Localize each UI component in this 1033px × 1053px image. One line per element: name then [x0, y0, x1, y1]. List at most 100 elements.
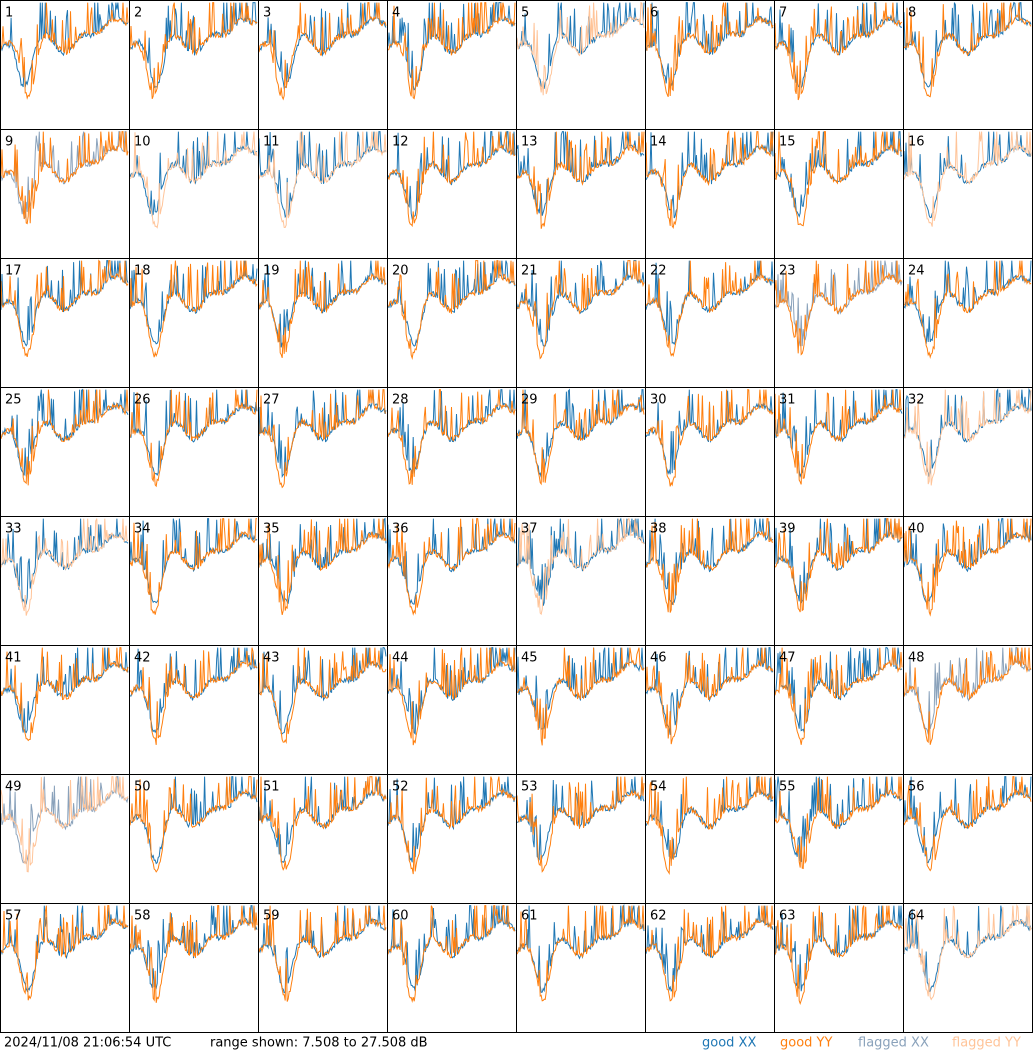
yy-spectrum: [516, 776, 645, 873]
yy-spectrum: [774, 905, 903, 1006]
yy-spectrum: [645, 518, 774, 613]
panel: 40: [903, 516, 1033, 646]
panel-label: 50: [134, 780, 151, 795]
panel: 4: [387, 0, 517, 130]
panel: 22: [645, 258, 775, 388]
panel: 43: [258, 645, 388, 775]
panel: 55: [774, 774, 904, 904]
panel: 47: [774, 645, 904, 775]
yy-spectrum: [0, 259, 129, 358]
panel: 5: [516, 0, 646, 130]
yy-spectrum: [0, 518, 129, 616]
yy-spectrum: [387, 389, 516, 485]
panel-label: 18: [134, 264, 151, 279]
panel-label: 30: [650, 393, 667, 408]
panel-label: 55: [779, 780, 796, 795]
yy-spectrum: [129, 647, 258, 745]
yy-spectrum: [258, 389, 387, 489]
yy-spectrum: [129, 260, 258, 358]
xx-spectrum: [903, 518, 1032, 603]
yy-spectrum: [0, 131, 129, 225]
yy-spectrum: [903, 389, 1032, 486]
xx-spectrum: [516, 260, 645, 348]
panel: 57: [0, 903, 130, 1033]
xx-spectrum: [774, 2, 902, 90]
panel-label: 13: [521, 135, 538, 150]
xx-spectrum: [129, 2, 258, 89]
panel: 24: [903, 258, 1033, 388]
yy-spectrum: [0, 905, 129, 1001]
xx-spectrum: [516, 131, 645, 216]
yy-spectrum: [0, 776, 129, 873]
panel-label: 26: [134, 393, 151, 408]
panel-label: 57: [5, 909, 22, 924]
yy-spectrum: [645, 129, 774, 229]
panel: 26: [129, 387, 259, 517]
panel-label: 21: [521, 264, 538, 279]
panel-label: 41: [5, 651, 22, 666]
panel: 30: [645, 387, 775, 517]
panel-label: 8: [908, 6, 916, 21]
panel: 18: [129, 258, 259, 388]
panel: 32: [903, 387, 1033, 517]
yy-spectrum: [774, 260, 903, 356]
panel-border: [903, 0, 1033, 130]
yy-spectrum: [645, 388, 774, 487]
xx-spectrum: [258, 2, 387, 90]
panel-label: 31: [779, 393, 796, 408]
panel-label: 19: [263, 264, 280, 279]
panel: 42: [129, 645, 259, 775]
panel-label: 7: [779, 6, 787, 21]
panel-label: 22: [650, 264, 667, 279]
panel: 34: [129, 516, 259, 646]
panel-label: 43: [263, 651, 280, 666]
xx-spectrum: [645, 905, 774, 993]
panel-label: 47: [779, 651, 796, 666]
panel: 39: [774, 516, 904, 646]
panel-label: 61: [521, 909, 538, 924]
panel: 3: [258, 0, 388, 130]
panel: 53: [516, 774, 646, 904]
panel-label: 59: [263, 909, 280, 924]
yy-spectrum: [774, 389, 903, 485]
yy-spectrum: [516, 1, 645, 96]
timestamp: 2024/11/08 21:06:54 UTC: [4, 1036, 171, 1051]
panel-label: 27: [263, 393, 280, 408]
panel-label: 63: [779, 909, 796, 924]
xx-spectrum: [645, 647, 774, 735]
panel-label: 29: [521, 393, 538, 408]
panel-label: 38: [650, 522, 667, 537]
yy-spectrum: [516, 905, 645, 1002]
panel-border: [387, 0, 517, 130]
panel-label: 39: [779, 522, 796, 537]
panel: 13: [516, 129, 646, 259]
yy-spectrum: [903, 131, 1032, 227]
panel-label: 56: [908, 780, 925, 795]
panel-label: 33: [5, 522, 22, 537]
yy-spectrum: [516, 131, 645, 229]
panel: 59: [258, 903, 388, 1033]
yy-spectrum: [516, 647, 645, 746]
yy-spectrum: [903, 260, 1032, 360]
panel-label: 60: [392, 909, 409, 924]
yy-spectrum: [258, 260, 387, 358]
panel: 23: [774, 258, 904, 388]
panel-label: 9: [5, 135, 13, 150]
panel-label: 35: [263, 522, 280, 537]
legend-entry: good XX: [702, 1036, 756, 1051]
xx-spectrum: [129, 260, 258, 345]
yy-spectrum: [903, 903, 1032, 1001]
panel-label: 54: [650, 780, 667, 795]
yy-spectrum: [258, 776, 387, 871]
yy-spectrum: [387, 647, 516, 746]
yy-spectrum: [903, 518, 1032, 617]
xx-spectrum: [774, 260, 903, 347]
panel-label: 58: [134, 909, 151, 924]
panel: 16: [903, 129, 1033, 259]
panel: 37: [516, 516, 646, 646]
range-text: range shown: 7.508 to 27.508 dB: [210, 1036, 428, 1051]
panel: 49: [0, 774, 130, 904]
yy-spectrum: [0, 647, 129, 742]
yy-spectrum: [903, 776, 1032, 872]
